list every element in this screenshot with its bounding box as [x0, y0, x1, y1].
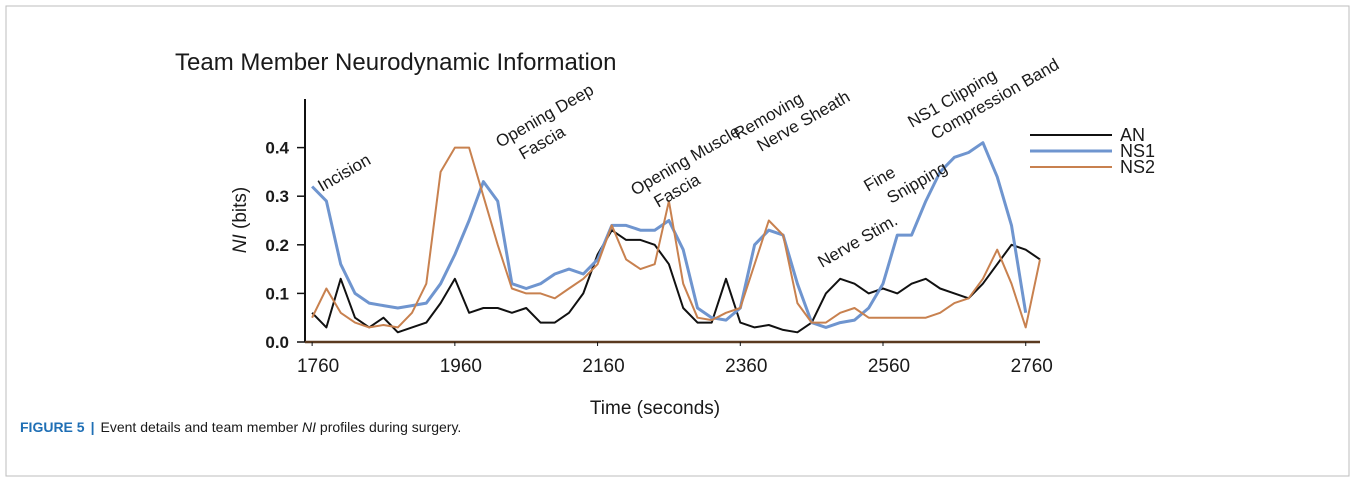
- caption-text: Event details and team member: [101, 419, 303, 435]
- series-line: [311, 229, 1041, 334]
- y-tick-label: 0.1: [265, 284, 289, 303]
- x-tick-label: 2360: [725, 356, 767, 377]
- y-tick-label: 0.2: [265, 236, 289, 255]
- y-axis-label: NI (bits): [230, 187, 251, 254]
- x-tick-label: 1760: [297, 356, 339, 377]
- caption-italic: NI: [302, 419, 316, 435]
- caption-label: FIGURE 5: [20, 419, 85, 435]
- series-line: [311, 146, 1041, 329]
- annotation-text: Snipping: [884, 158, 951, 208]
- caption-text: profiles during surgery.: [316, 419, 461, 435]
- legend-label: NS1: [1120, 141, 1155, 161]
- legend-label: AN: [1120, 125, 1145, 145]
- x-axis-label: Time (seconds): [590, 398, 720, 419]
- x-tick-label: 2760: [1011, 356, 1053, 377]
- chart-title: Team Member Neurodynamic Information: [175, 49, 617, 76]
- annotation: Incision: [315, 150, 374, 195]
- y-tick-label: 0.4: [265, 139, 289, 158]
- x-tick-label: 1960: [440, 356, 482, 377]
- y-tick-label: 0.0: [265, 333, 289, 352]
- x-tick-label: 2160: [582, 356, 624, 377]
- annotation-text: Incision: [315, 150, 374, 195]
- y-label-unit: (bits): [230, 187, 251, 235]
- figure-border: [5, 5, 1350, 477]
- legend-label: NS2: [1120, 157, 1155, 177]
- caption: FIGURE 5 | Event details and team member N…: [20, 419, 461, 435]
- x-tick-label: 2560: [868, 356, 910, 377]
- caption-separator: |: [91, 419, 95, 435]
- y-tick-label: 0.3: [265, 187, 289, 206]
- series-line: [311, 141, 1028, 329]
- y-label-italic: NI: [230, 234, 251, 254]
